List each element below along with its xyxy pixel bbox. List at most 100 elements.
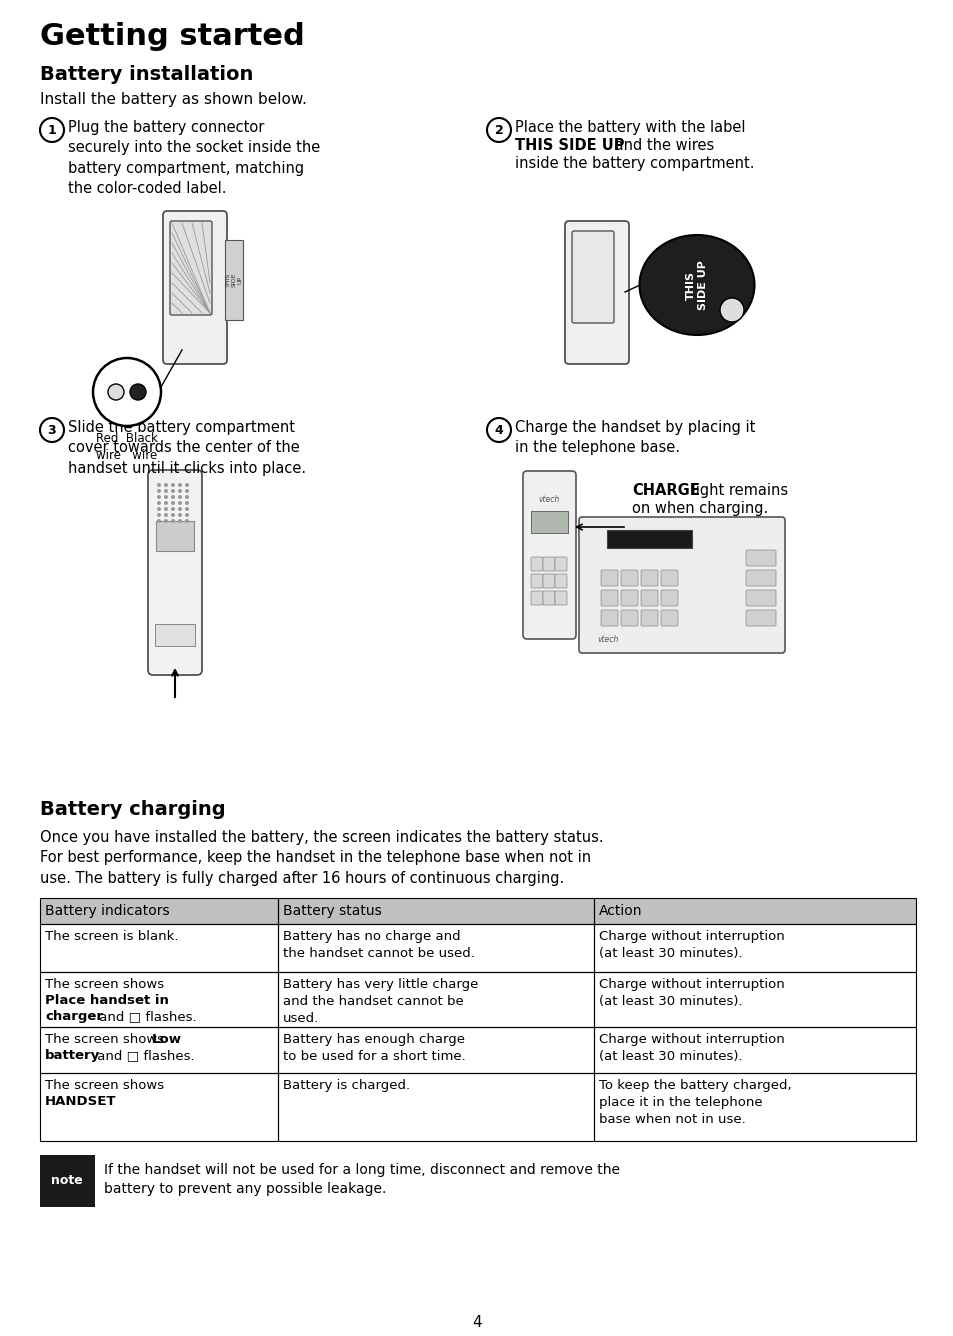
- Bar: [40, 898, 915, 925]
- Text: Slide the battery compartment
cover towards the center of the
handset until it c: Slide the battery compartment cover towa…: [68, 420, 306, 476]
- Bar: [278, 973, 593, 1027]
- Circle shape: [185, 489, 189, 493]
- Bar: [278, 925, 593, 973]
- Bar: [40, 898, 278, 925]
- Text: The screen shows: The screen shows: [45, 978, 164, 991]
- Text: charger: charger: [45, 1010, 103, 1023]
- Bar: [593, 1027, 915, 1073]
- FancyBboxPatch shape: [522, 472, 576, 639]
- FancyBboxPatch shape: [170, 220, 212, 315]
- Bar: [40, 925, 278, 973]
- FancyBboxPatch shape: [163, 211, 227, 363]
- Text: 4: 4: [494, 424, 503, 437]
- Circle shape: [157, 506, 161, 510]
- FancyBboxPatch shape: [745, 570, 775, 587]
- FancyBboxPatch shape: [600, 591, 618, 607]
- Text: Once you have installed the battery, the screen indicates the battery status.
Fo: Once you have installed the battery, the…: [40, 830, 603, 886]
- Text: Charge the handset by placing it
in the telephone base.: Charge the handset by placing it in the …: [515, 420, 755, 456]
- Text: on when charging.: on when charging.: [631, 501, 767, 516]
- Circle shape: [171, 489, 174, 493]
- Text: HANDSET: HANDSET: [45, 1096, 116, 1108]
- Text: THIS SIDE UP: THIS SIDE UP: [515, 138, 624, 154]
- Circle shape: [185, 513, 189, 517]
- Text: Install the battery as shown below.: Install the battery as shown below.: [40, 92, 307, 107]
- Circle shape: [185, 496, 189, 500]
- Bar: [40, 1073, 278, 1141]
- FancyBboxPatch shape: [640, 611, 658, 627]
- FancyBboxPatch shape: [154, 624, 194, 647]
- Circle shape: [178, 513, 182, 517]
- Bar: [593, 898, 915, 925]
- Bar: [40, 1027, 278, 1073]
- FancyBboxPatch shape: [660, 570, 678, 587]
- Circle shape: [157, 496, 161, 500]
- Text: Low: Low: [152, 1033, 182, 1046]
- FancyBboxPatch shape: [640, 570, 658, 587]
- Circle shape: [157, 489, 161, 493]
- Circle shape: [171, 484, 174, 488]
- Text: 2: 2: [494, 123, 503, 136]
- Text: Charge without interruption
(at least 30 minutes).: Charge without interruption (at least 30…: [598, 1033, 783, 1063]
- FancyBboxPatch shape: [578, 517, 784, 653]
- Circle shape: [178, 501, 182, 505]
- Bar: [593, 1073, 915, 1141]
- Text: Battery has no charge and
the handset cannot be used.: Battery has no charge and the handset ca…: [283, 930, 475, 961]
- Text: If the handset will not be used for a long time, disconnect and remove the
batte: If the handset will not be used for a lo…: [104, 1164, 619, 1196]
- FancyBboxPatch shape: [531, 574, 542, 588]
- Circle shape: [164, 513, 168, 517]
- FancyBboxPatch shape: [555, 574, 566, 588]
- Text: The screen shows: The screen shows: [45, 1079, 164, 1092]
- Text: and the wires: and the wires: [609, 138, 714, 154]
- Text: Battery has very little charge
and the handset cannot be
used.: Battery has very little charge and the h…: [283, 978, 478, 1025]
- FancyBboxPatch shape: [620, 570, 638, 587]
- Bar: [40, 1156, 95, 1206]
- FancyBboxPatch shape: [620, 591, 638, 607]
- FancyBboxPatch shape: [600, 611, 618, 627]
- FancyBboxPatch shape: [564, 220, 628, 363]
- FancyBboxPatch shape: [745, 611, 775, 627]
- FancyBboxPatch shape: [660, 611, 678, 627]
- Circle shape: [178, 506, 182, 510]
- Circle shape: [171, 513, 174, 517]
- Text: Getting started: Getting started: [40, 21, 304, 51]
- FancyBboxPatch shape: [542, 591, 555, 605]
- Bar: [278, 1027, 593, 1073]
- Circle shape: [178, 496, 182, 500]
- Circle shape: [157, 501, 161, 505]
- Text: Red  Black
wire   wire: Red Black wire wire: [96, 432, 158, 462]
- Text: THIS
SIDE UP: THIS SIDE UP: [685, 261, 707, 310]
- Circle shape: [164, 518, 168, 522]
- Text: Battery charging: Battery charging: [40, 800, 226, 819]
- Bar: [593, 925, 915, 973]
- Text: Battery indicators: Battery indicators: [45, 904, 170, 918]
- Text: and □ flashes.: and □ flashes.: [92, 1049, 194, 1062]
- Circle shape: [178, 484, 182, 488]
- Circle shape: [157, 513, 161, 517]
- FancyBboxPatch shape: [555, 557, 566, 570]
- Text: Charge without interruption
(at least 30 minutes).: Charge without interruption (at least 30…: [598, 930, 783, 961]
- Bar: [278, 898, 593, 925]
- Bar: [531, 510, 567, 533]
- FancyBboxPatch shape: [531, 557, 542, 570]
- FancyBboxPatch shape: [620, 611, 638, 627]
- Circle shape: [92, 358, 161, 426]
- Bar: [606, 530, 691, 548]
- Text: vtech: vtech: [597, 636, 618, 644]
- Text: light remains: light remains: [686, 484, 787, 498]
- Text: Place the battery with the label: Place the battery with the label: [515, 120, 744, 135]
- Circle shape: [171, 501, 174, 505]
- Text: note: note: [51, 1174, 83, 1188]
- Bar: [593, 973, 915, 1027]
- FancyBboxPatch shape: [531, 591, 542, 605]
- Circle shape: [171, 496, 174, 500]
- Circle shape: [157, 484, 161, 488]
- Text: and □ flashes.: and □ flashes.: [95, 1010, 196, 1023]
- Bar: [225, 240, 243, 321]
- Circle shape: [185, 484, 189, 488]
- Text: vtech: vtech: [538, 496, 559, 505]
- FancyBboxPatch shape: [660, 591, 678, 607]
- Circle shape: [720, 298, 743, 322]
- FancyBboxPatch shape: [148, 470, 202, 675]
- FancyBboxPatch shape: [600, 570, 618, 587]
- Circle shape: [164, 484, 168, 488]
